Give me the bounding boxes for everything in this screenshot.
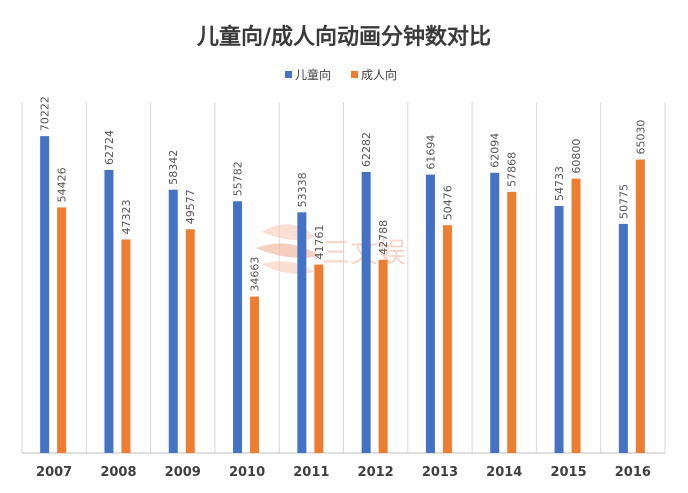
- x-tick-label-2016: 2016: [615, 465, 651, 480]
- bar-children-2016: [618, 223, 628, 453]
- legend-swatch-1: [285, 71, 292, 78]
- bar-adult-2016: [635, 159, 645, 453]
- x-tick-label-2014: 2014: [486, 465, 522, 480]
- x-tick-label-2007: 2007: [36, 465, 72, 480]
- bar-adult-2012: [378, 259, 388, 453]
- bar-children-2015: [554, 206, 564, 453]
- x-tick-label-2012: 2012: [358, 465, 394, 480]
- x-tick-label-2015: 2015: [550, 465, 586, 480]
- bars: [40, 136, 645, 454]
- data-label-adult-2014: 57868: [506, 152, 519, 187]
- bar-adult-2015: [571, 178, 581, 453]
- value-labels: 70222 54426 62724 47323 58342 49577 55782 34663…: [39, 96, 648, 291]
- data-label-children-2013: 61694: [424, 135, 437, 170]
- data-label-adult-2015: 60800: [570, 139, 583, 174]
- data-label-children-2012: 62282: [360, 132, 373, 167]
- bar-children-2007: [40, 136, 50, 453]
- data-label-children-2009: 58342: [167, 150, 180, 185]
- x-tick-label-2013: 2013: [422, 465, 458, 480]
- gridlines: [21, 102, 666, 454]
- data-label-children-2007: 70222: [39, 96, 52, 131]
- data-label-children-2016: 50775: [617, 184, 630, 219]
- bar-adult-2014: [507, 191, 517, 453]
- data-label-children-2008: 62724: [103, 130, 116, 165]
- data-label-adult-2012: 42788: [377, 220, 390, 255]
- data-label-adult-2009: 49577: [184, 189, 197, 224]
- bar-children-2012: [361, 171, 371, 454]
- data-label-adult-2007: 54426: [56, 167, 69, 202]
- legend-swatch-2: [351, 71, 358, 78]
- x-tick-label-2008: 2008: [100, 465, 136, 480]
- data-label-adult-2013: 50476: [441, 185, 454, 220]
- chart-title: 儿童向/成人向动画分钟数对比: [196, 24, 491, 50]
- bar-children-2009: [168, 189, 178, 453]
- data-label-adult-2011: 41761: [313, 225, 326, 260]
- legend-label-1: 儿童向: [295, 67, 331, 82]
- data-label-adult-2016: 65030: [634, 120, 647, 155]
- x-tick-label-2009: 2009: [165, 465, 201, 480]
- data-label-adult-2010: 34663: [249, 257, 262, 292]
- data-label-children-2011: 53338: [296, 172, 309, 207]
- data-label-children-2015: 54733: [553, 166, 566, 201]
- bar-adult-2009: [185, 229, 195, 453]
- bar-adult-2011: [314, 264, 324, 453]
- bar-adult-2008: [121, 239, 131, 453]
- data-label-adult-2008: 47323: [120, 199, 133, 234]
- x-tick-label-2011: 2011: [293, 465, 329, 480]
- bar-adult-2013: [442, 225, 452, 453]
- data-label-children-2014: 62094: [489, 133, 502, 168]
- bar-children-2008: [104, 169, 114, 453]
- bar-children-2010: [233, 201, 243, 453]
- watermark-logo-icon: [256, 224, 320, 274]
- data-label-children-2010: 55782: [232, 161, 245, 196]
- legend-label-2: 成人向: [361, 67, 397, 82]
- bar-children-2011: [297, 212, 307, 453]
- bar-adult-2010: [250, 296, 260, 453]
- legend: 儿童向 成人向: [285, 67, 397, 82]
- bar-children-2013: [425, 174, 435, 453]
- bar-children-2014: [490, 172, 500, 453]
- x-axis-ticks: 2007 2008 2009 2010 2011 2012 2013 2014 2015 2016: [36, 465, 651, 480]
- bar-adult-2007: [57, 207, 67, 453]
- x-tick-label-2010: 2010: [229, 465, 265, 480]
